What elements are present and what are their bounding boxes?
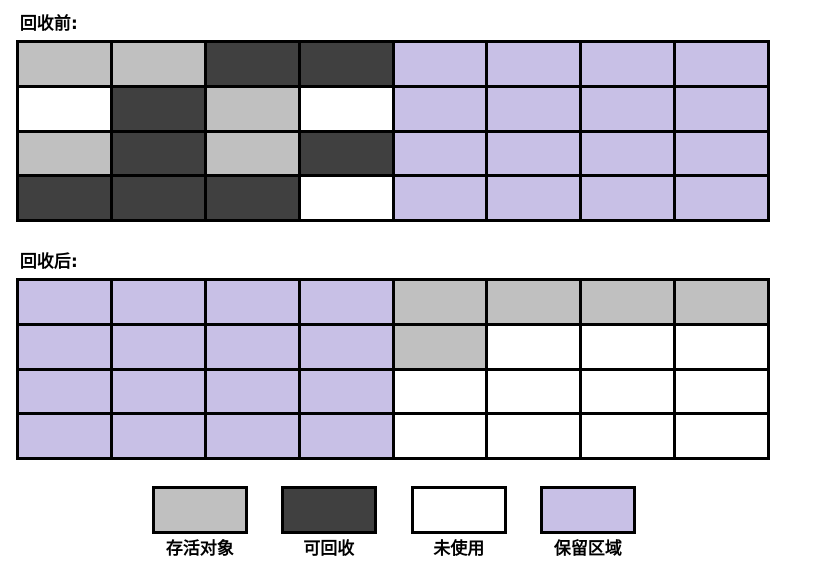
after-cell-reserved	[206, 415, 298, 457]
before-cell-reserved	[394, 43, 486, 85]
before-cell-reserved	[394, 177, 486, 219]
after-cell-reserved	[300, 370, 392, 413]
after-cell-reserved	[19, 415, 110, 457]
legend-label-live: 存活对象	[166, 539, 234, 559]
after-cell-live	[582, 281, 674, 323]
before-cell-reserved	[394, 132, 486, 175]
before-cell-reserved	[488, 43, 580, 85]
legend: 存活对象 可回收 未使用 保留区域	[0, 486, 819, 566]
after-cell-reserved	[206, 370, 298, 413]
after-cell-reserved	[206, 281, 298, 323]
after-cell-reserved	[300, 415, 392, 457]
before-cell-reclaimable	[112, 177, 204, 219]
before-cell-reclaimable	[19, 177, 110, 219]
before-cell-reserved	[582, 132, 674, 175]
after-cell-unused	[394, 415, 486, 457]
before-cell-reclaimable	[300, 132, 392, 175]
legend-item-live: 存活对象	[152, 486, 248, 560]
before-cell-live	[206, 132, 298, 175]
after-section-title: 回收后:	[20, 252, 78, 272]
memory-grid-after	[16, 278, 770, 460]
legend-swatch-reserved	[540, 486, 636, 534]
before-cell-reserved	[582, 87, 674, 130]
before-cell-reclaimable	[112, 87, 204, 130]
after-cell-reserved	[300, 325, 392, 368]
legend-swatch-live	[152, 486, 248, 534]
after-cell-reserved	[19, 370, 110, 413]
before-cell-live	[112, 43, 204, 85]
after-cell-unused	[676, 415, 767, 457]
legend-item-unused: 未使用	[411, 486, 507, 560]
after-cell-live	[488, 281, 580, 323]
legend-label-reclaimable: 可回收	[303, 539, 355, 559]
after-cell-unused	[676, 325, 767, 368]
after-cell-reserved	[112, 370, 204, 413]
before-cell-reserved	[676, 132, 767, 175]
after-cell-unused	[582, 325, 674, 368]
after-cell-unused	[676, 370, 767, 413]
before-cell-live	[206, 87, 298, 130]
legend-item-reclaimable: 可回收	[281, 486, 377, 560]
before-cell-reserved	[676, 87, 767, 130]
after-cell-unused	[394, 370, 486, 413]
after-cell-live	[394, 325, 486, 368]
before-cell-reserved	[582, 177, 674, 219]
legend-swatch-reclaimable	[281, 486, 377, 534]
after-cell-reserved	[112, 281, 204, 323]
memory-grid-before	[16, 40, 770, 222]
before-cell-reserved	[394, 87, 486, 130]
before-cell-reserved	[676, 177, 767, 219]
before-section-title: 回收前:	[20, 14, 78, 34]
after-cell-unused	[488, 325, 580, 368]
before-cell-reserved	[488, 87, 580, 130]
after-cell-unused	[488, 370, 580, 413]
after-cell-live	[394, 281, 486, 323]
legend-swatch-unused	[411, 486, 507, 534]
after-cell-unused	[582, 370, 674, 413]
after-cell-reserved	[112, 325, 204, 368]
after-cell-reserved	[112, 415, 204, 457]
before-cell-reclaimable	[112, 132, 204, 175]
after-cell-unused	[488, 415, 580, 457]
after-cell-reserved	[19, 325, 110, 368]
legend-label-reserved: 保留区域	[554, 539, 622, 559]
before-cell-unused	[300, 177, 392, 219]
legend-item-reserved: 保留区域	[540, 486, 636, 560]
before-cell-reserved	[488, 132, 580, 175]
after-cell-live	[676, 281, 767, 323]
after-cell-reserved	[19, 281, 110, 323]
legend-label-unused: 未使用	[433, 539, 485, 559]
before-cell-reclaimable	[206, 177, 298, 219]
before-cell-unused	[300, 87, 392, 130]
before-cell-live	[19, 43, 110, 85]
before-cell-reserved	[676, 43, 767, 85]
after-cell-reserved	[206, 325, 298, 368]
before-cell-live	[19, 132, 110, 175]
before-cell-unused	[19, 87, 110, 130]
before-cell-reclaimable	[206, 43, 298, 85]
before-cell-reclaimable	[300, 43, 392, 85]
before-cell-reserved	[488, 177, 580, 219]
before-cell-reserved	[582, 43, 674, 85]
after-cell-unused	[582, 415, 674, 457]
after-cell-reserved	[300, 281, 392, 323]
